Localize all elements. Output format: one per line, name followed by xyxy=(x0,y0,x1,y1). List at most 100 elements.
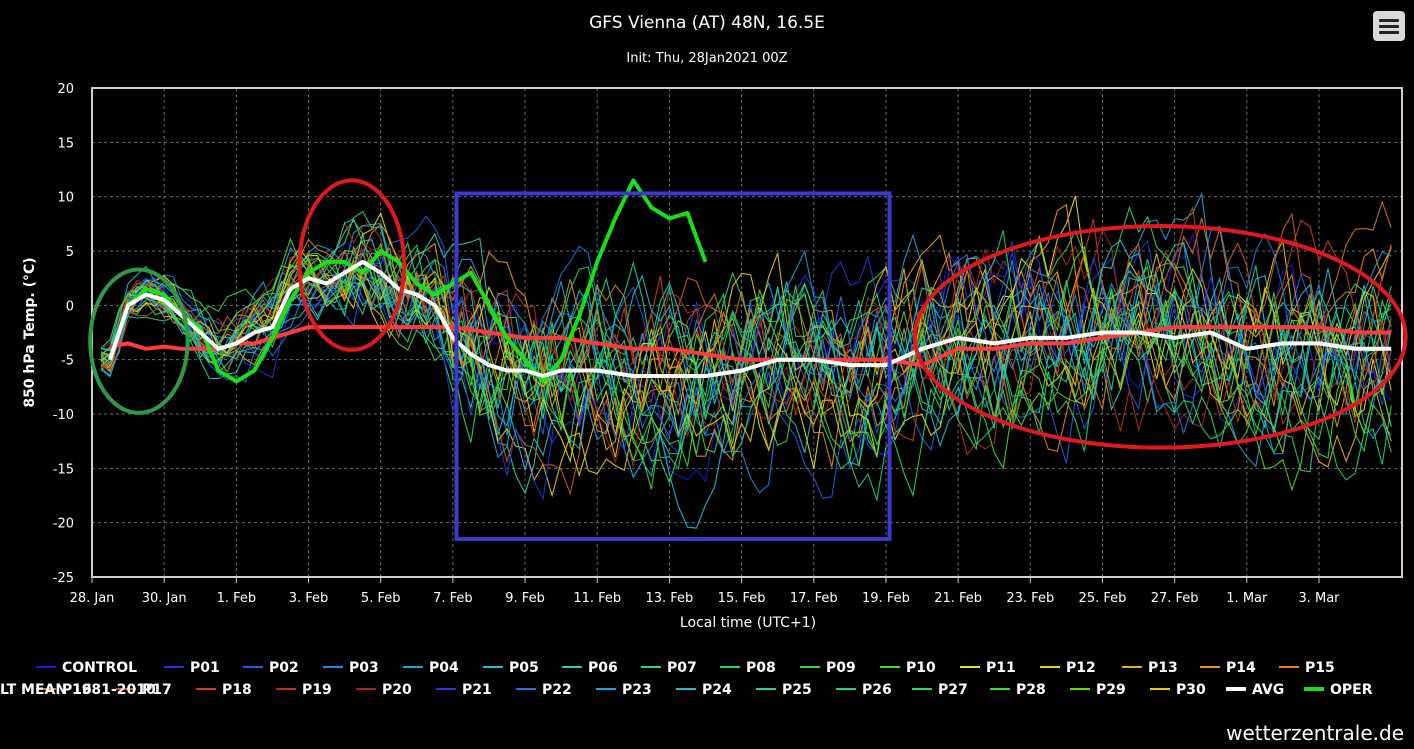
legend-label: P29 xyxy=(1096,682,1126,698)
legend-label: P13 xyxy=(1148,660,1178,676)
legend-item-p29[interactable]: P29 xyxy=(1070,682,1126,698)
x-tick-label: 25. Feb xyxy=(1079,591,1127,606)
x-tick-label: 1. Feb xyxy=(217,591,257,606)
ensemble-line-p16 xyxy=(100,200,1392,427)
legend-item-avg[interactable]: AVG xyxy=(1226,682,1284,698)
x-tick-label: 7. Feb xyxy=(433,591,473,606)
legend-item-p17[interactable]: P17 xyxy=(116,682,172,698)
legend-label: P15 xyxy=(1305,660,1335,676)
legend-label: P02 xyxy=(269,660,299,676)
legend-item-p16[interactable]: P16 xyxy=(36,682,92,698)
legend-item-p04[interactable]: P04 xyxy=(403,660,459,676)
x-tick-label: 23. Feb xyxy=(1006,591,1054,606)
x-tick-label: 30. Jan xyxy=(142,591,187,606)
ensemble-line-p25 xyxy=(100,210,1392,446)
hamburger-menu-icon[interactable] xyxy=(1373,11,1405,41)
legend-item-p01[interactable]: P01 xyxy=(164,660,220,676)
legend-label: P23 xyxy=(622,682,652,698)
legend-item-oper[interactable]: OPER xyxy=(1304,682,1373,698)
legend-item-p25[interactable]: P25 xyxy=(756,682,812,698)
legend-label: P30 xyxy=(1176,682,1206,698)
x-tick-label: 11. Feb xyxy=(573,591,621,606)
y-tick-label: 20 xyxy=(57,82,74,97)
series-line-avg xyxy=(108,259,1392,378)
legend-item-p27[interactable]: P27 xyxy=(912,682,968,698)
legend-label: P20 xyxy=(382,682,412,698)
legend-label: P17 xyxy=(142,682,172,698)
legend-item-p28[interactable]: P28 xyxy=(990,682,1046,698)
y-axis-label: 850 hPa Temp. (°C) xyxy=(22,257,38,407)
legend-item-p03[interactable]: P03 xyxy=(323,660,379,676)
x-tick-label: 13. Feb xyxy=(645,591,693,606)
legend-item-p22[interactable]: P22 xyxy=(516,682,572,698)
legend-item-p05[interactable]: P05 xyxy=(483,660,539,676)
legend-item-p18[interactable]: P18 xyxy=(196,682,252,698)
x-tick-label: 21. Feb xyxy=(934,591,982,606)
ensemble-line-p06 xyxy=(100,232,1392,458)
legend-item-p10[interactable]: P10 xyxy=(880,660,936,676)
x-tick-label: 28. Jan xyxy=(70,591,115,606)
y-tick-label: 10 xyxy=(57,191,74,206)
x-tick-label: 27. Feb xyxy=(1151,591,1199,606)
series-line-oper xyxy=(108,178,708,384)
legend-label: AVG xyxy=(1252,682,1284,698)
x-tick-label: 9. Feb xyxy=(505,591,545,606)
chart-title: GFS Vienna (AT) 48N, 16.5E xyxy=(589,13,825,33)
legend-label: P10 xyxy=(906,660,936,676)
y-tick-label: -20 xyxy=(53,517,74,532)
legend-item-p26[interactable]: P26 xyxy=(836,682,892,698)
legend-item-p12[interactable]: P12 xyxy=(1040,660,1096,676)
legend-label: LT MEAN 1981-2010 xyxy=(0,682,156,698)
x-tick-label: 15. Feb xyxy=(718,591,766,606)
legend-label: P27 xyxy=(938,682,968,698)
legend-item-p15[interactable]: P15 xyxy=(1279,660,1335,676)
legend-item-p08[interactable]: P08 xyxy=(720,660,776,676)
legend-label: P28 xyxy=(1016,682,1046,698)
legend-label: OPER xyxy=(1330,682,1373,698)
legend-label: P16 xyxy=(62,682,92,698)
legend-item-p06[interactable]: P06 xyxy=(562,660,618,676)
ensemble-line-p29 xyxy=(100,252,1392,492)
credit-text: wetterzentrale.de xyxy=(1226,721,1404,745)
annotation-ellipse xyxy=(88,267,190,415)
legend-item-p11[interactable]: P11 xyxy=(960,660,1016,676)
legend-label: P12 xyxy=(1066,660,1096,676)
x-tick-label: 1. Mar xyxy=(1226,591,1268,606)
y-tick-label: -15 xyxy=(53,462,74,477)
legend-item-p30[interactable]: P30 xyxy=(1150,682,1206,698)
legend-label: P24 xyxy=(702,682,732,698)
legend-item-p14[interactable]: P14 xyxy=(1200,660,1256,676)
legend-item-lt[interactable]: LT MEAN 1981-2010 xyxy=(0,682,156,698)
ensemble-line-p11 xyxy=(100,195,1392,469)
x-tick-label: 17. Feb xyxy=(790,591,838,606)
legend-label: P18 xyxy=(222,682,252,698)
legend-item-p23[interactable]: P23 xyxy=(596,682,652,698)
legend-label: P09 xyxy=(826,660,856,676)
y-tick-label: 15 xyxy=(57,136,74,151)
chart-subtitle: Init: Thu, 28Jan2021 00Z xyxy=(626,51,787,66)
y-tick-label: -25 xyxy=(53,571,74,586)
legend-label: P26 xyxy=(862,682,892,698)
legend-item-p13[interactable]: P13 xyxy=(1122,660,1178,676)
legend-item-p21[interactable]: P21 xyxy=(436,682,492,698)
annotation-ellipse xyxy=(912,224,1408,450)
legend-item-p19[interactable]: P19 xyxy=(276,682,332,698)
legend-item-p07[interactable]: P07 xyxy=(641,660,697,676)
legend-label: P22 xyxy=(542,682,572,698)
x-tick-label: 3. Feb xyxy=(289,591,329,606)
legend-item-p09[interactable]: P09 xyxy=(800,660,856,676)
y-tick-label: -10 xyxy=(53,408,74,423)
x-tick-label: 3. Mar xyxy=(1298,591,1340,606)
ensemble-line-p20 xyxy=(100,228,1392,467)
legend-item-p24[interactable]: P24 xyxy=(676,682,732,698)
legend-label: P08 xyxy=(746,660,776,676)
legend-item-p02[interactable]: P02 xyxy=(243,660,299,676)
legend-label: P11 xyxy=(986,660,1016,676)
x-tick-label: 5. Feb xyxy=(361,591,401,606)
legend-label: P07 xyxy=(667,660,697,676)
legend-item-p20[interactable]: P20 xyxy=(356,682,412,698)
annotation-rect xyxy=(454,191,892,541)
annotation-ellipse xyxy=(297,178,407,352)
x-tick-label: 19. Feb xyxy=(862,591,910,606)
legend-item-control[interactable]: CONTROL xyxy=(36,660,137,676)
